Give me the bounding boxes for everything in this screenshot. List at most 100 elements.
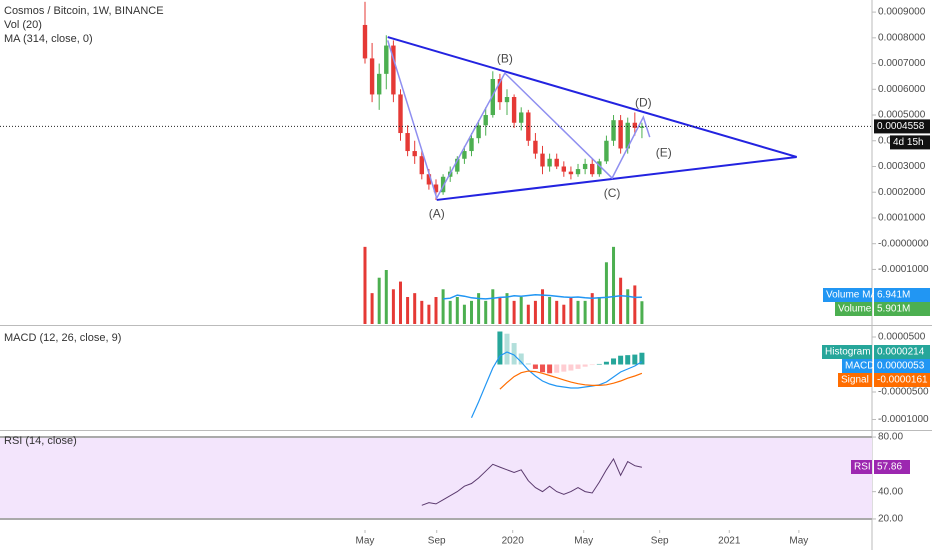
candle-body (469, 138, 474, 152)
candle-body (504, 97, 510, 103)
current-price: 0.0004558 (877, 121, 925, 132)
candle-body (568, 171, 574, 175)
y-tick-label: -0.0001000 (878, 264, 929, 275)
histogram-bar (511, 343, 517, 365)
candle-body (497, 78, 503, 103)
volume-value: 5.901M (877, 304, 910, 315)
candle-body (440, 176, 446, 193)
volume-bar (477, 293, 481, 324)
candle-body (412, 151, 417, 157)
legend-2-bg (838, 373, 872, 387)
candle-body (582, 163, 588, 170)
volume-bar (604, 262, 608, 324)
rsi-line (421, 457, 643, 506)
legend-0-bg (822, 345, 872, 359)
histogram-bar (568, 364, 574, 371)
candle-body (398, 94, 403, 134)
countdown-bg (890, 135, 930, 150)
candle-body (384, 45, 389, 74)
y-tick-label: 0.0009000 (878, 7, 926, 18)
macd-title: MACD (12, 26, close, 9) (4, 332, 121, 344)
x-tick-label: May (574, 536, 593, 547)
volume-bar (619, 277, 623, 324)
volume-bar (576, 300, 580, 324)
candle-body (369, 58, 375, 95)
volume-bar (448, 300, 452, 324)
candle-body (462, 151, 467, 159)
countdown: 4d 15h (893, 137, 924, 148)
candle-body (632, 122, 638, 128)
histogram-bar (618, 355, 624, 365)
y-tick-label: 0.0000500 (878, 332, 926, 343)
histogram-bar (554, 364, 560, 373)
y-tick-label: 0.0008000 (878, 32, 926, 43)
legend-value-2-bg (874, 373, 930, 387)
legend-1: MACD (845, 361, 874, 372)
volume-bar (420, 300, 424, 324)
candle-body (533, 140, 538, 154)
volume-bar (555, 300, 559, 324)
histogram-bar (596, 363, 602, 365)
ma-title: MA (314, close, 0) (4, 33, 93, 45)
legend-value-1: 0.0000053 (877, 361, 925, 372)
candle-body (426, 174, 432, 185)
volume-bar (541, 289, 545, 324)
histogram-bar (611, 358, 617, 365)
histogram-bar (625, 355, 631, 365)
legend-value-0-bg (874, 345, 930, 359)
volume-bar (434, 297, 438, 324)
wave-line (386, 40, 651, 201)
volume-bar (470, 300, 474, 324)
volume-bar (462, 304, 466, 324)
volume-bar (626, 289, 630, 324)
histogram-bar (639, 352, 645, 365)
candle-body (604, 140, 609, 162)
legend-volume: Volume (838, 304, 872, 315)
histogram-bar (582, 364, 588, 367)
histogram-bar (504, 333, 510, 365)
y-tick-label: 20.00 (878, 514, 903, 525)
y-tick-label: 0.0005000 (878, 110, 926, 121)
volume-bar (370, 293, 374, 324)
candle-body (625, 122, 630, 149)
candle-body (561, 166, 567, 172)
histogram-bar (561, 364, 567, 372)
signal-line (499, 370, 643, 390)
candle-body (391, 45, 396, 95)
y-tick-label: -0.0000000 (878, 238, 929, 249)
volume-bar (377, 277, 381, 324)
volume-bar (484, 300, 488, 324)
x-tick-label: 2021 (718, 536, 741, 547)
candle-body (547, 158, 552, 167)
legend-volume-bg (835, 302, 872, 316)
y-tick-label: 80.00 (878, 432, 903, 443)
chart-title: Cosmos / Bitcoin, 1W, BINANCE (4, 5, 164, 17)
volume-bar (363, 246, 367, 324)
trendline (387, 36, 798, 158)
candle-body (639, 126, 645, 128)
y-tick-label: 0.0002000 (878, 187, 926, 198)
volume-bar (612, 246, 616, 324)
volume-bar (406, 297, 410, 324)
candle-body (590, 163, 595, 175)
wave-label: (E) (656, 145, 672, 159)
candle-body (476, 125, 481, 139)
y-tick-label: 0.0003000 (878, 161, 926, 172)
volume-bar (455, 297, 459, 324)
volume-bar (391, 289, 395, 324)
y-tick-label: 0.0006000 (878, 84, 926, 95)
volume-bar (569, 297, 573, 324)
legend-value-2: -0.0000161 (877, 375, 928, 386)
volume-bar (441, 289, 445, 324)
volume-bar (548, 297, 552, 324)
legend-rsi: RSI (854, 462, 871, 473)
volume-bar (505, 293, 509, 324)
histogram-bar (540, 364, 546, 373)
volume-bar (562, 304, 566, 324)
candle-body (511, 97, 517, 123)
volume-ma-value: 6.941M (877, 290, 910, 301)
histogram-bar (632, 354, 638, 365)
histogram-bar (547, 364, 553, 374)
histogram-bar (575, 364, 581, 369)
histogram-bar (518, 353, 524, 365)
